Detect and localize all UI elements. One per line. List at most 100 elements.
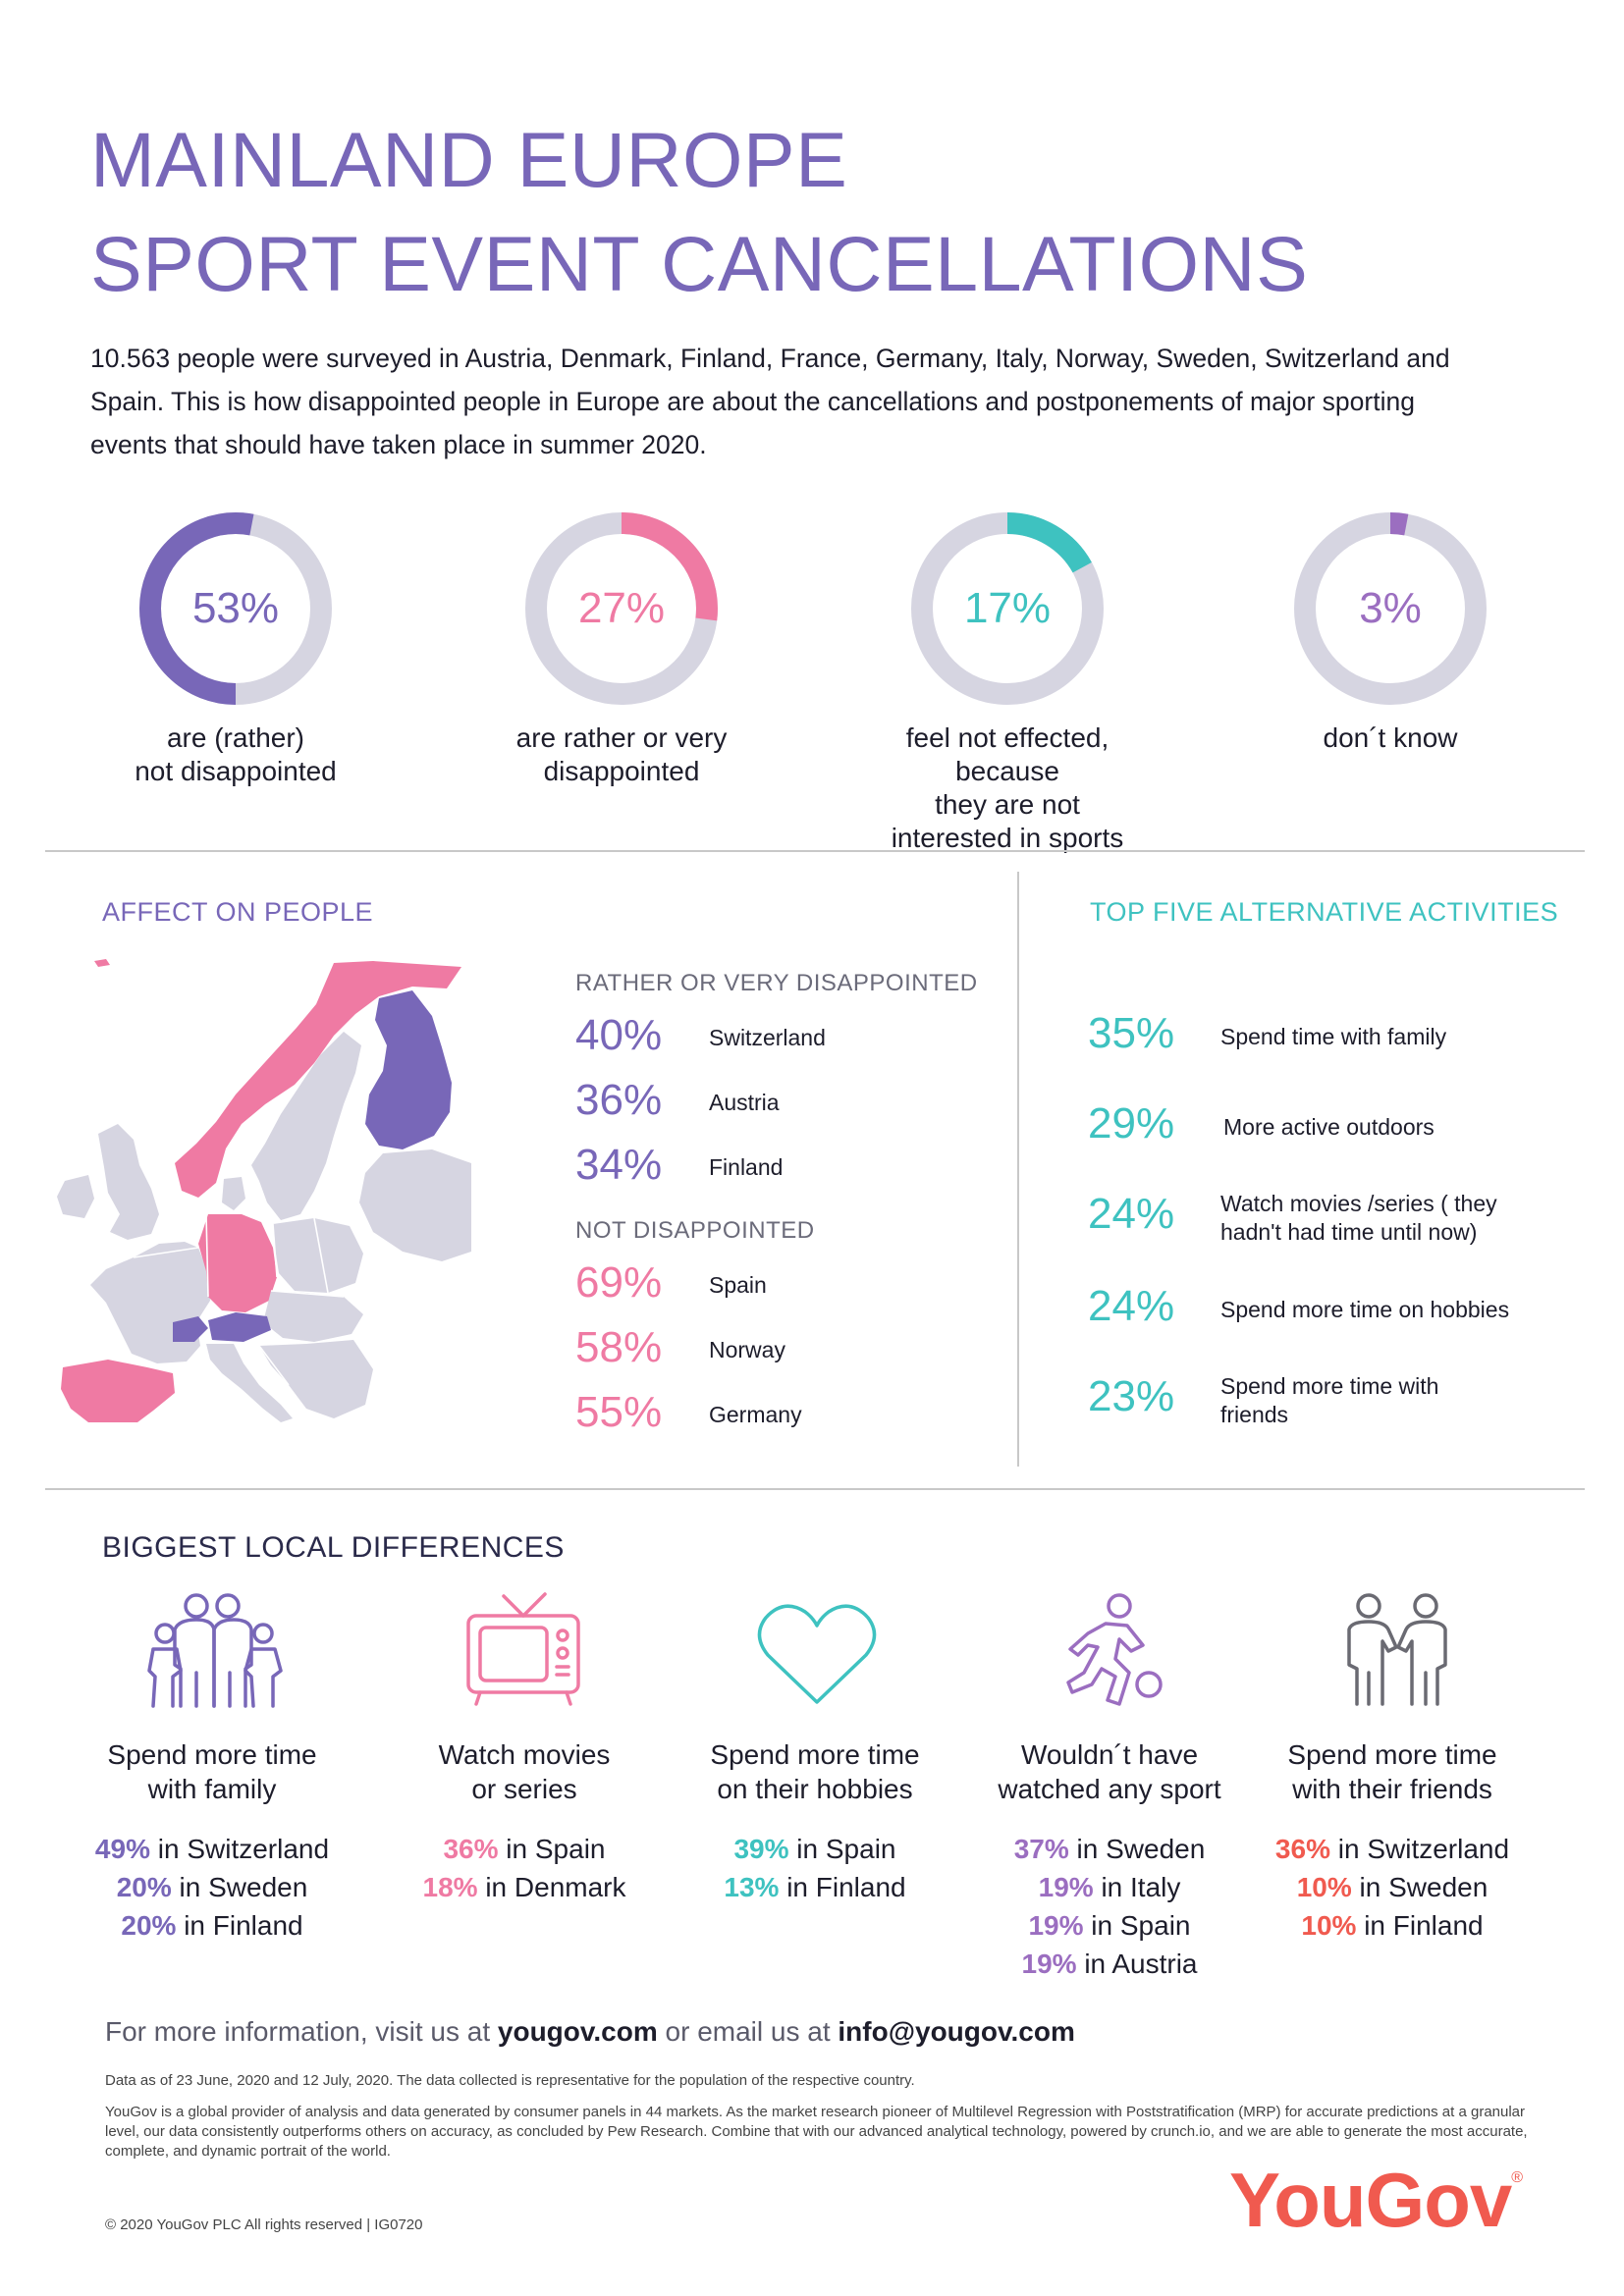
difference-stat-country: in Switzerland — [149, 1834, 330, 1864]
not-disappointed-pct: 69% — [575, 1258, 663, 1307]
difference-stat-country: in Italy — [1093, 1872, 1181, 1902]
difference-stats: 39% in Spain 13% in Finland — [668, 1830, 962, 1906]
intro-text: 10.563 people were surveyed in Austria, … — [90, 344, 1450, 459]
difference-stat-country: in Sweden — [171, 1872, 308, 1902]
disappointed-pct: 34% — [575, 1141, 663, 1189]
divider-middle — [45, 1488, 1585, 1490]
divider-vertical — [1017, 872, 1019, 1467]
difference-stat-country: in Austria — [1076, 1949, 1198, 1979]
donut-chart — [1294, 512, 1487, 705]
difference-stat-pct: 19% — [1021, 1949, 1077, 1979]
not-disappointed-pct: 58% — [575, 1323, 663, 1371]
difference-stat: 19% in Italy — [962, 1868, 1257, 1906]
disappointed-pct: 36% — [575, 1076, 663, 1124]
donut-chart — [911, 512, 1104, 705]
difference-stat: 37% in Sweden — [962, 1830, 1257, 1868]
donut-segment — [139, 512, 332, 705]
difference-stat-country: in Sweden — [1351, 1872, 1489, 1902]
map-austria — [208, 1312, 271, 1342]
difference-stat-country: in Finland — [176, 1910, 303, 1941]
donut-value: 27% — [577, 584, 666, 632]
difference-caption-line: with family — [147, 1774, 277, 1804]
map-italy — [206, 1344, 293, 1422]
alternative-label-line: Watch movies /series ( they — [1220, 1191, 1497, 1216]
disappointed-heading: RATHER OR VERY DISAPPOINTED — [575, 970, 978, 996]
donut-caption-line: are rather or very — [515, 722, 728, 753]
alternative-label-line: Spend time with family — [1220, 1024, 1447, 1049]
alternative-pct: 23% — [1088, 1372, 1175, 1420]
difference-stat-pct: 36% — [443, 1834, 499, 1864]
logo-text: YouGov — [1229, 2157, 1512, 2243]
difference-caption: Spend more time on their hobbies — [668, 1737, 962, 1806]
difference-stat-pct: 39% — [733, 1834, 789, 1864]
difference-stat-pct: 36% — [1274, 1834, 1330, 1864]
difference-stat: 18% in Denmark — [377, 1868, 672, 1906]
difference-caption-line: or series — [471, 1774, 577, 1804]
donut-segment — [1294, 512, 1487, 705]
donut-caption-line: they are not — [935, 789, 1080, 820]
map-switzerland — [173, 1316, 208, 1342]
friends-icon — [1347, 1593, 1447, 1706]
map-spain — [61, 1360, 175, 1422]
difference-stats: 36% in Spain 18% in Denmark — [377, 1830, 672, 1906]
difference-caption: Spend more time with family — [65, 1737, 359, 1806]
map-fragment — [94, 959, 110, 967]
donut-caption-line: disappointed — [543, 756, 700, 786]
footer-site-link[interactable]: yougov.com — [497, 2016, 658, 2047]
map-uk — [98, 1124, 159, 1240]
difference-stat: 20% in Sweden — [65, 1868, 359, 1906]
alternatives-title: TOP FIVE ALTERNATIVE ACTIVITIES — [1090, 897, 1559, 927]
divider-top — [45, 850, 1585, 852]
disappointed-country: Switzerland — [709, 1025, 826, 1050]
difference-caption-line: Spend more time — [710, 1739, 920, 1770]
map-germany — [198, 1214, 277, 1312]
disappointed-pct: 40% — [575, 1011, 663, 1059]
disappointed-country: Finland — [709, 1154, 784, 1180]
difference-caption-line: with their friends — [1292, 1774, 1492, 1804]
difference-caption-line: watched any sport — [998, 1774, 1221, 1804]
not-disappointed-country: Spain — [709, 1272, 767, 1298]
difference-stat: 19% in Spain — [962, 1906, 1257, 1945]
difference-stats: 36% in Switzerland 10% in Sweden 10% in Fi… — [1245, 1830, 1540, 1945]
difference-stat: 20% in Finland — [65, 1906, 359, 1945]
footer-email-link[interactable]: info@yougov.com — [838, 2016, 1075, 2047]
alternative-label: Spend more time with friends — [1220, 1372, 1438, 1429]
alternative-pct: 35% — [1088, 1009, 1175, 1057]
map-central — [263, 1291, 363, 1342]
alternative-label: Watch movies /series ( they hadn't had ti… — [1220, 1190, 1497, 1247]
heart-icon — [757, 1604, 877, 1704]
difference-caption: Watch movies or series — [377, 1737, 672, 1806]
map-ireland — [57, 1175, 94, 1218]
difference-stat-pct: 19% — [1038, 1872, 1094, 1902]
difference-stat-pct: 20% — [116, 1872, 172, 1902]
difference-caption-line: Spend more time — [1287, 1739, 1497, 1770]
data-note: Data as of 23 June, 2020 and 12 July, 20… — [105, 2072, 915, 2089]
map-borders — [133, 1213, 345, 1386]
alternative-pct: 29% — [1088, 1099, 1175, 1148]
difference-stat-country: in Spain — [498, 1834, 606, 1864]
europe-map — [57, 959, 471, 1422]
difference-stat-country: in Finland — [779, 1872, 906, 1902]
map-denmark — [222, 1177, 245, 1210]
difference-stat: 39% in Spain — [668, 1830, 962, 1868]
alternative-label: Spend time with family — [1220, 1023, 1446, 1051]
alternative-label-line: friends — [1220, 1402, 1289, 1427]
difference-stat-country: in Spain — [788, 1834, 896, 1864]
family-icon — [147, 1593, 283, 1708]
donut-caption-line: don´t know — [1323, 722, 1458, 753]
difference-stat-country: in Switzerland — [1329, 1834, 1510, 1864]
difference-stat-pct: 10% — [1296, 1872, 1352, 1902]
copyright: © 2020 YouGov PLC All rights reserved | … — [105, 2216, 423, 2233]
map-sweden — [251, 1032, 361, 1220]
donut-chart — [139, 512, 332, 705]
title-line-1: MAINLAND EUROPE — [90, 116, 848, 203]
differences-title: BIGGEST LOCAL DIFFERENCES — [102, 1531, 565, 1564]
difference-stat-pct: 37% — [1013, 1834, 1069, 1864]
difference-stat: 36% in Switzerland — [1245, 1830, 1540, 1868]
donut-value: 17% — [963, 584, 1052, 632]
logo-registered-mark: ® — [1511, 2169, 1523, 2186]
difference-caption-line: Wouldn´t have — [1020, 1739, 1199, 1770]
alternative-label: Spend more time on hobbies — [1220, 1296, 1509, 1324]
map-norway — [175, 961, 461, 1198]
difference-caption: Spend more time with their friends — [1245, 1737, 1540, 1806]
